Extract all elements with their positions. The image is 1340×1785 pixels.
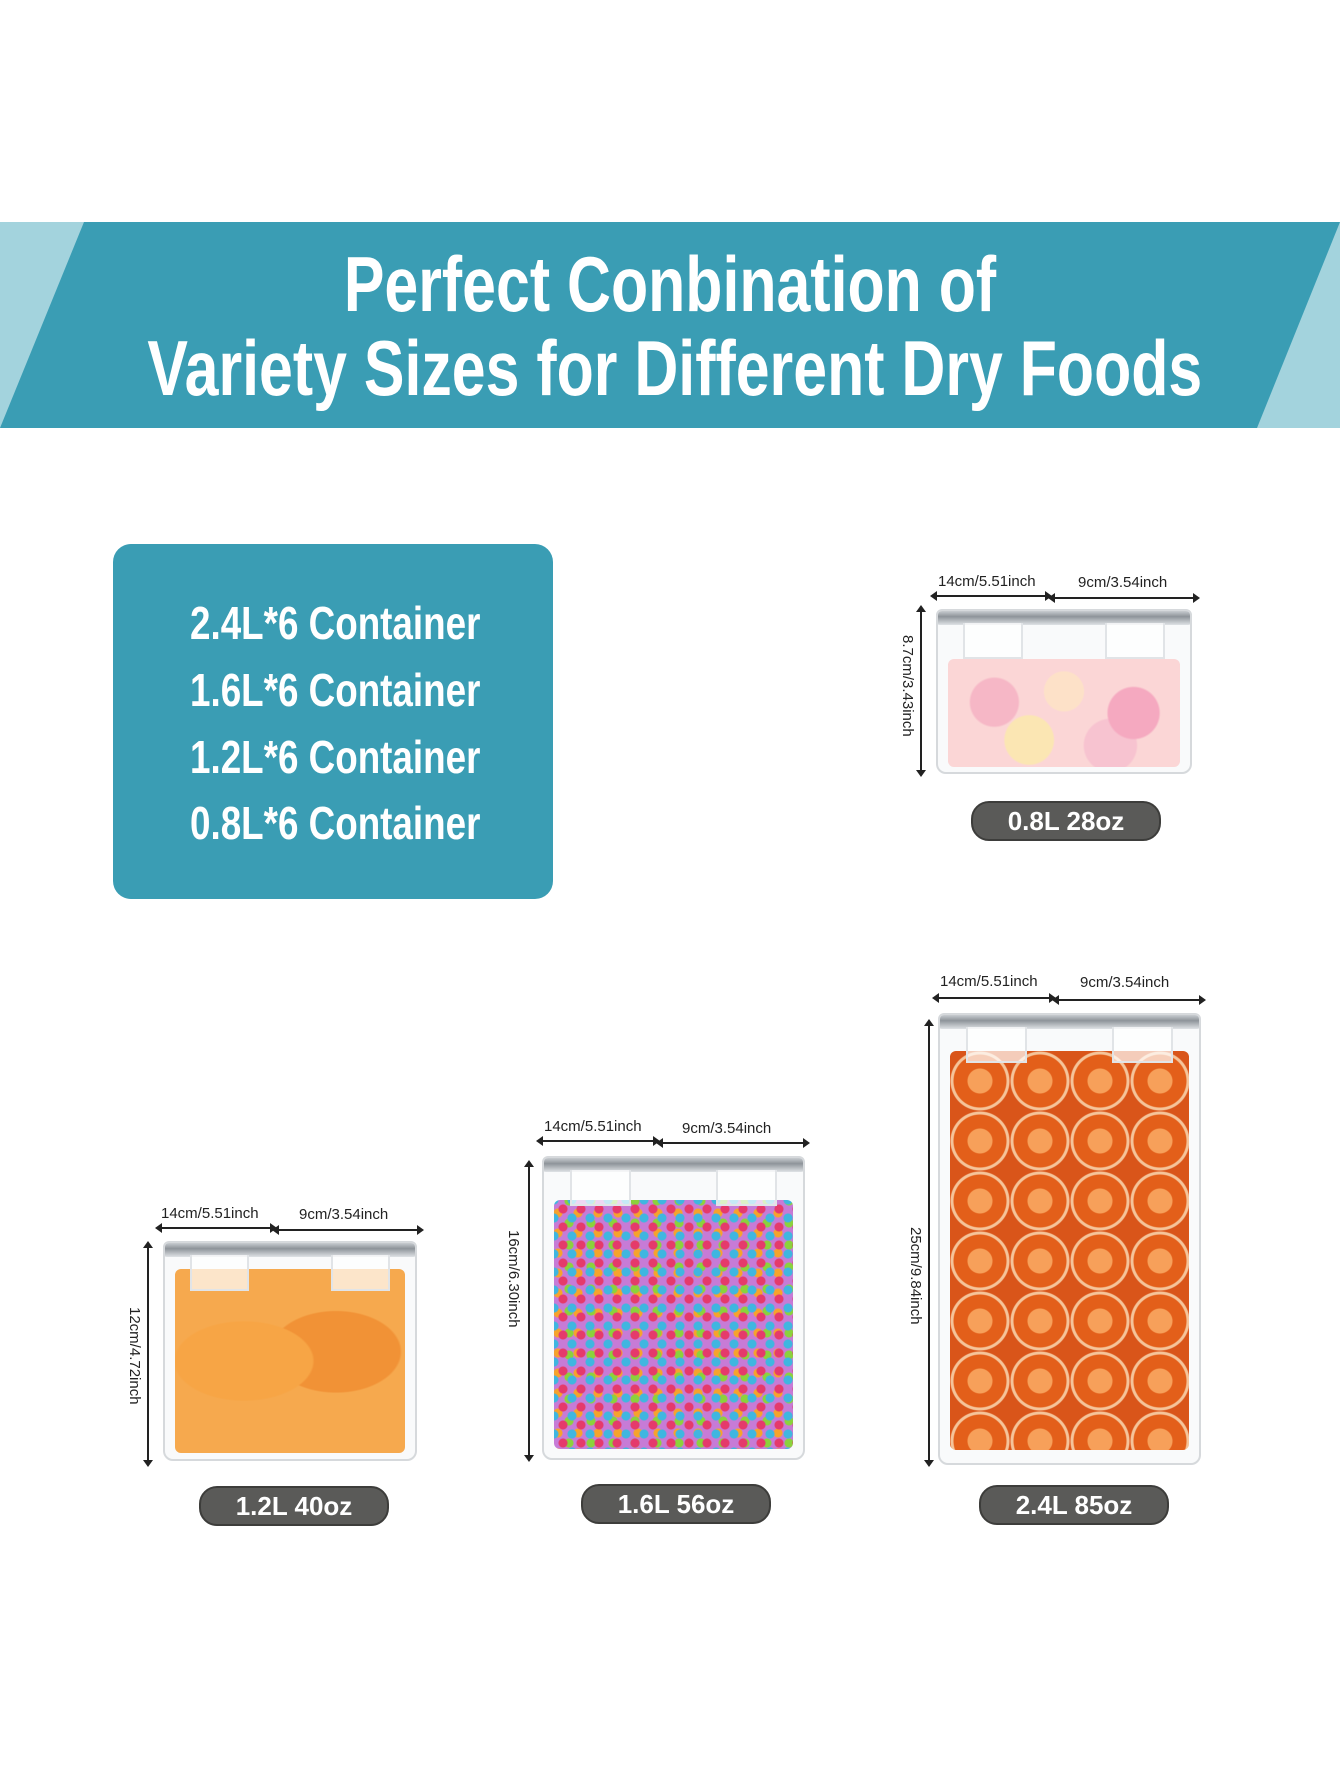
height-arrow — [924, 1019, 934, 1467]
lid-clip — [331, 1255, 390, 1291]
size-badge: 1.2L 40oz — [199, 1486, 389, 1526]
food-dried-oranges — [950, 1050, 1189, 1450]
height-label: 16cm/6.30inch — [505, 1230, 522, 1328]
lid — [938, 611, 1190, 625]
size-badge: 2.4L 85oz — [979, 1485, 1169, 1525]
width-label: 9cm/3.54inch — [1078, 574, 1168, 591]
lid-clip — [1105, 623, 1165, 659]
food-cereal — [554, 1200, 793, 1449]
width-label: 9cm/3.54inch — [682, 1120, 772, 1137]
container-0-8l: 14cm/5.51inch 9cm/3.54inch 8.7cm/3.43inc… — [899, 573, 1200, 841]
length-label: 14cm/5.51inch — [940, 973, 1038, 990]
container-1-6l: 14cm/5.51inch 9cm/3.54inch 16cm/6.30inch… — [505, 1118, 810, 1524]
width-arrow — [1048, 593, 1200, 603]
container-image — [542, 1156, 805, 1460]
width-arrow — [1052, 995, 1206, 1005]
spec-item: 2.4L*6 Container — [190, 597, 481, 649]
lid-clip — [716, 1170, 778, 1206]
height-label: 12cm/4.72inch — [126, 1307, 143, 1405]
banner-band — [0, 222, 1340, 428]
container-1-2l: 14cm/5.51inch 9cm/3.54inch 12cm/4.72inch… — [126, 1205, 424, 1526]
length-arrow — [536, 1136, 660, 1146]
lid — [544, 1158, 803, 1172]
height-label: 8.7cm/3.43inch — [899, 635, 916, 737]
width-label: 9cm/3.54inch — [299, 1206, 389, 1223]
lid — [940, 1015, 1199, 1029]
container-2-4l: 14cm/5.51inch 9cm/3.54inch 25cm/9.84inch… — [907, 973, 1206, 1525]
height-arrow — [524, 1160, 534, 1462]
food-marshmallows — [948, 659, 1180, 768]
spec-item: 1.6L*6 Container — [190, 664, 481, 716]
lid-clip — [1112, 1027, 1174, 1063]
container-image — [938, 1013, 1201, 1465]
length-arrow — [932, 993, 1056, 1003]
lid-clip — [569, 1170, 631, 1206]
width-arrow — [656, 1138, 810, 1148]
size-badge: 0.8L 28oz — [971, 801, 1161, 841]
spec-item: 1.2L*6 Container — [190, 731, 481, 783]
size-badge: 1.6L 56oz — [581, 1484, 771, 1524]
lid — [165, 1243, 415, 1257]
container-image — [163, 1241, 417, 1461]
spec-box: 2.4L*6 Container 1.6L*6 Container 1.2L*6… — [113, 544, 553, 899]
height-arrow — [143, 1241, 153, 1467]
height-arrow — [916, 605, 926, 777]
width-label: 9cm/3.54inch — [1080, 974, 1170, 991]
lid-clip — [190, 1255, 249, 1291]
title-line-2: Variety Sizes for Different Dry Foods — [147, 324, 1203, 412]
container-image — [936, 609, 1192, 774]
lid-clip — [965, 1027, 1027, 1063]
length-label: 14cm/5.51inch — [938, 573, 1036, 590]
spec-item: 0.8L*6 Container — [190, 797, 481, 849]
length-label: 14cm/5.51inch — [544, 1118, 642, 1135]
lid-clip — [963, 623, 1023, 659]
title-banner: Perfect Conbination of Variety Sizes for… — [0, 222, 1340, 428]
width-arrow — [272, 1225, 424, 1235]
food-dried-mango — [175, 1268, 405, 1453]
length-arrow — [930, 591, 1052, 601]
length-label: 14cm/5.51inch — [161, 1205, 259, 1222]
length-arrow — [155, 1223, 277, 1233]
title-line-1: Perfect Conbination of — [343, 240, 997, 328]
height-label: 25cm/9.84inch — [907, 1227, 924, 1325]
